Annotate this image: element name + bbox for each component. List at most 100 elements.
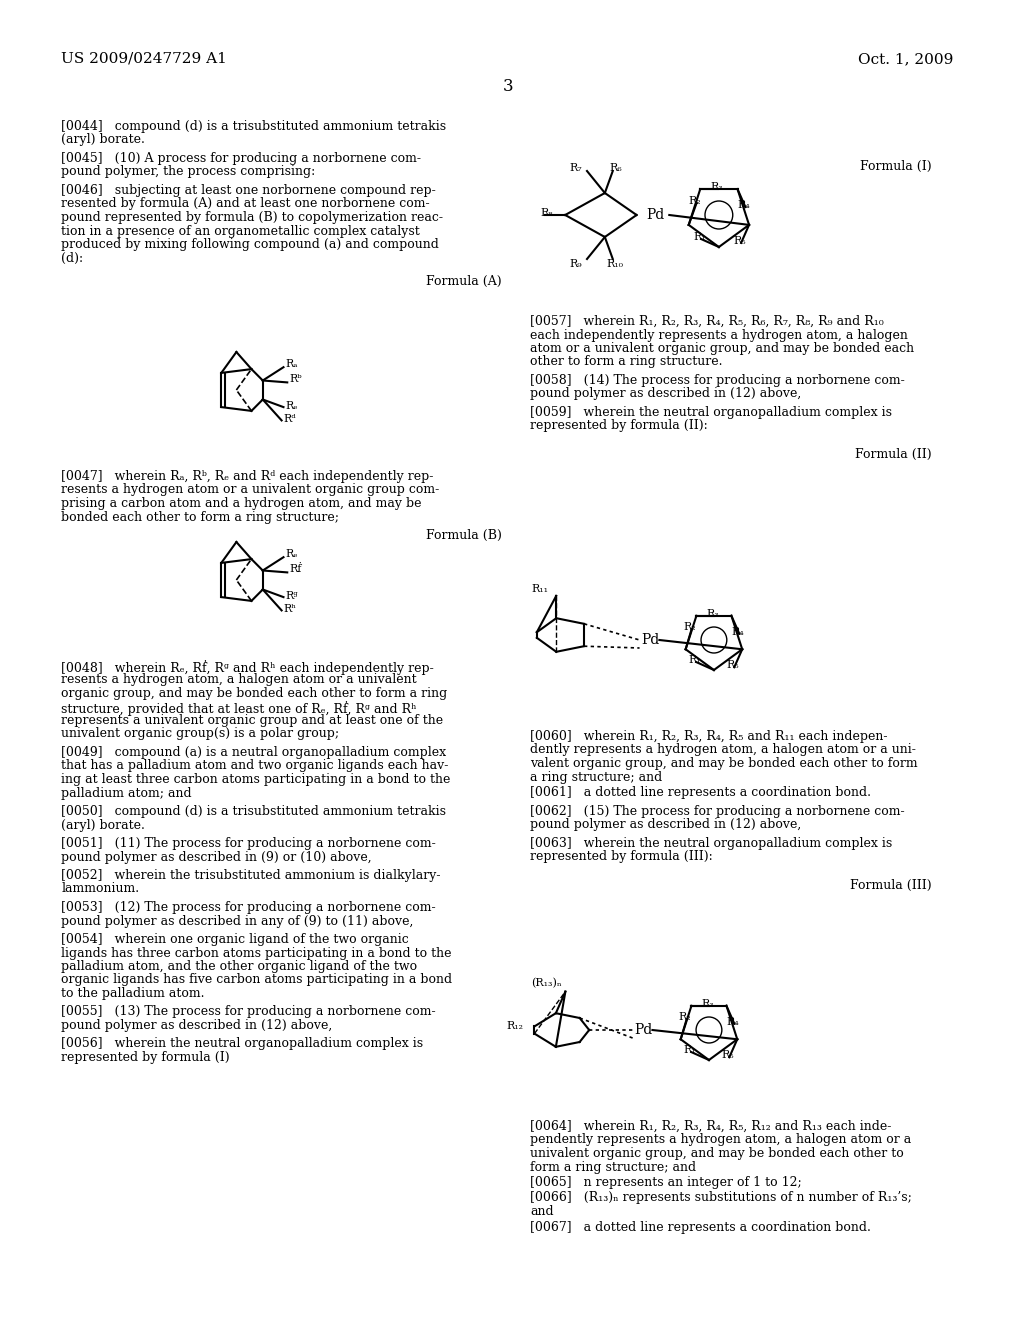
Text: univalent organic group, and may be bonded each other to: univalent organic group, and may be bond…	[530, 1147, 904, 1160]
Text: [0048]   wherein Rₑ, Rḟ, Rᵍ and Rʰ each independently rep-: [0048] wherein Rₑ, Rḟ, Rᵍ and Rʰ each in…	[61, 660, 434, 675]
Text: R₆: R₆	[610, 162, 623, 173]
Text: R₃: R₃	[710, 182, 723, 193]
Text: R₁₁: R₁₁	[531, 583, 549, 594]
Text: [0060]   wherein R₁, R₂, R₃, R₄, R₅ and R₁₁ each indepen-: [0060] wherein R₁, R₂, R₃, R₄, R₅ and R₁…	[530, 730, 888, 743]
Text: Rₑ: Rₑ	[286, 401, 298, 411]
Text: Formula (III): Formula (III)	[851, 879, 932, 891]
Text: Formula (A): Formula (A)	[426, 275, 502, 288]
Text: ligands has three carbon atoms participating in a bond to the: ligands has three carbon atoms participa…	[61, 946, 452, 960]
Text: [0053]   (12) The process for producing a norbornene com-: [0053] (12) The process for producing a …	[61, 902, 436, 913]
Text: ing at least three carbon atoms participating in a bond to the: ing at least three carbon atoms particip…	[61, 774, 451, 785]
Text: organic ligands has five carbon atoms participating in a bond: organic ligands has five carbon atoms pa…	[61, 974, 453, 986]
Text: [0064]   wherein R₁, R₂, R₃, R₄, R₅, R₁₂ and R₁₃ each inde-: [0064] wherein R₁, R₂, R₃, R₄, R₅, R₁₂ a…	[530, 1119, 892, 1133]
Text: [0051]   (11) The process for producing a norbornene com-: [0051] (11) The process for producing a …	[61, 837, 436, 850]
Text: and: and	[530, 1205, 554, 1218]
Text: R₅: R₅	[726, 660, 739, 671]
Text: [0066]   (R₁₃)ₙ represents substitutions of n number of R₁₃’s;: [0066] (R₁₃)ₙ represents substitutions o…	[530, 1192, 912, 1204]
Text: Pd: Pd	[641, 634, 659, 647]
Text: pound polymer as described in (12) above,: pound polymer as described in (12) above…	[530, 388, 802, 400]
Text: R₅: R₅	[721, 1051, 734, 1060]
Text: resents a hydrogen atom or a univalent organic group com-: resents a hydrogen atom or a univalent o…	[61, 483, 439, 496]
Text: represented by formula (III):: represented by formula (III):	[530, 850, 714, 863]
Text: [0059]   wherein the neutral organopalladium complex is: [0059] wherein the neutral organopalladi…	[530, 407, 893, 418]
Text: R₃: R₃	[701, 999, 714, 1008]
Text: represents a univalent organic group and at least one of the: represents a univalent organic group and…	[61, 714, 443, 727]
Text: valent organic group, and may be bonded each other to form: valent organic group, and may be bonded …	[530, 756, 919, 770]
Text: (R₁₃)ₙ: (R₁₃)ₙ	[530, 978, 561, 987]
Text: [0050]   compound (d) is a trisubstituted ammonium tetrakis: [0050] compound (d) is a trisubstituted …	[61, 805, 446, 818]
Text: [0057]   wherein R₁, R₂, R₃, R₄, R₅, R₆, R₇, R₈, R₉ and R₁₀: [0057] wherein R₁, R₂, R₃, R₄, R₅, R₆, R…	[530, 315, 885, 327]
Text: that has a palladium atom and two organic ligands each hav-: that has a palladium atom and two organi…	[61, 759, 449, 772]
Text: organic group, and may be bonded each other to form a ring: organic group, and may be bonded each ot…	[61, 686, 447, 700]
Text: Formula (II): Formula (II)	[855, 447, 932, 461]
Text: to the palladium atom.: to the palladium atom.	[61, 987, 205, 1001]
Text: univalent organic group(s) is a polar group;: univalent organic group(s) is a polar gr…	[61, 727, 340, 741]
Text: Rₑ: Rₑ	[286, 549, 298, 560]
Text: Formula (B): Formula (B)	[426, 529, 502, 543]
Text: Rᵇ: Rᵇ	[289, 375, 302, 384]
Text: pound represented by formula (B) to copolymerization reac-: pound represented by formula (B) to copo…	[61, 211, 443, 224]
Text: R₇: R₇	[569, 162, 582, 173]
Text: Rᵍ: Rᵍ	[286, 591, 298, 601]
Text: R₅: R₅	[733, 236, 745, 246]
Text: pound polymer, the process comprising:: pound polymer, the process comprising:	[61, 165, 315, 178]
Text: Rᵈ: Rᵈ	[284, 414, 296, 425]
Text: R₈: R₈	[541, 209, 553, 218]
Text: other to form a ring structure.: other to form a ring structure.	[530, 355, 723, 368]
Text: dently represents a hydrogen atom, a halogen atom or a uni-: dently represents a hydrogen atom, a hal…	[530, 743, 916, 756]
Text: R₁: R₁	[688, 655, 700, 665]
Text: Formula (I): Formula (I)	[860, 160, 932, 173]
Text: [0062]   (15) The process for producing a norbornene com-: [0062] (15) The process for producing a …	[530, 804, 905, 817]
Text: Rḟ: Rḟ	[289, 565, 302, 574]
Text: pendently represents a hydrogen atom, a halogen atom or a: pendently represents a hydrogen atom, a …	[530, 1134, 911, 1147]
Text: Pd: Pd	[635, 1023, 653, 1038]
Text: tion in a presence of an organometallic complex catalyst: tion in a presence of an organometallic …	[61, 224, 420, 238]
Text: R₂: R₂	[689, 195, 701, 206]
Text: R₁: R₁	[693, 232, 706, 242]
Text: form a ring structure; and: form a ring structure; and	[530, 1160, 696, 1173]
Text: [0044]   compound (d) is a trisubstituted ammonium tetrakis: [0044] compound (d) is a trisubstituted …	[61, 120, 446, 133]
Text: atom or a univalent organic group, and may be bonded each: atom or a univalent organic group, and m…	[530, 342, 914, 355]
Text: [0052]   wherein the trisubstituted ammonium is dialkylary-: [0052] wherein the trisubstituted ammoni…	[61, 869, 441, 882]
Text: R₁₀: R₁₀	[607, 259, 624, 269]
Text: R₃: R₃	[707, 609, 719, 619]
Text: (d):: (d):	[61, 252, 84, 264]
Text: R₂: R₂	[684, 622, 696, 632]
Text: prising a carbon atom and a hydrogen atom, and may be: prising a carbon atom and a hydrogen ato…	[61, 498, 422, 510]
Text: pound polymer as described in any of (9) to (11) above,: pound polymer as described in any of (9)…	[61, 915, 414, 928]
Text: (aryl) borate.: (aryl) borate.	[61, 133, 145, 147]
Text: pound polymer as described in (9) or (10) above,: pound polymer as described in (9) or (10…	[61, 850, 372, 863]
Text: resents a hydrogen atom, a halogen atom or a univalent: resents a hydrogen atom, a halogen atom …	[61, 673, 417, 686]
Text: structure, provided that at least one of Rₑ, Rḟ, Rᵍ and Rʰ: structure, provided that at least one of…	[61, 701, 417, 715]
Text: represented by formula (I): represented by formula (I)	[61, 1051, 230, 1064]
Text: each independently represents a hydrogen atom, a halogen: each independently represents a hydrogen…	[530, 329, 908, 342]
Text: Rₐ: Rₐ	[286, 359, 298, 370]
Text: produced by mixing following compound (a) and compound: produced by mixing following compound (a…	[61, 238, 439, 251]
Text: R₄: R₄	[737, 201, 751, 210]
Text: [0061]   a dotted line represents a coordination bond.: [0061] a dotted line represents a coordi…	[530, 785, 871, 799]
Text: [0055]   (13) The process for producing a norbornene com-: [0055] (13) The process for producing a …	[61, 1006, 436, 1019]
Text: a ring structure; and: a ring structure; and	[530, 771, 663, 784]
Text: [0049]   compound (a) is a neutral organopalladium complex: [0049] compound (a) is a neutral organop…	[61, 746, 446, 759]
Text: Oct. 1, 2009: Oct. 1, 2009	[858, 51, 954, 66]
Text: [0058]   (14) The process for producing a norbornene com-: [0058] (14) The process for producing a …	[530, 374, 905, 387]
Text: R₁₂: R₁₂	[507, 1022, 523, 1031]
Text: pound polymer as described in (12) above,: pound polymer as described in (12) above…	[530, 818, 802, 832]
Text: [0047]   wherein Rₐ, Rᵇ, Rₑ and Rᵈ each independently rep-: [0047] wherein Rₐ, Rᵇ, Rₑ and Rᵈ each in…	[61, 470, 434, 483]
Text: [0045]   (10) A process for producing a norbornene com-: [0045] (10) A process for producing a no…	[61, 152, 422, 165]
Text: palladium atom, and the other organic ligand of the two: palladium atom, and the other organic li…	[61, 960, 418, 973]
Text: [0054]   wherein one organic ligand of the two organic: [0054] wherein one organic ligand of the…	[61, 933, 410, 946]
Text: bonded each other to form a ring structure;: bonded each other to form a ring structu…	[61, 511, 340, 524]
Text: R₄: R₄	[731, 627, 744, 636]
Text: R₉: R₉	[569, 259, 582, 269]
Text: resented by formula (A) and at least one norbornene com-: resented by formula (A) and at least one…	[61, 198, 430, 210]
Text: [0046]   subjecting at least one norbornene compound rep-: [0046] subjecting at least one norbornen…	[61, 183, 436, 197]
Text: [0063]   wherein the neutral organopalladium complex is: [0063] wherein the neutral organopalladi…	[530, 837, 893, 850]
Text: [0065]   n represents an integer of 1 to 12;: [0065] n represents an integer of 1 to 1…	[530, 1176, 802, 1189]
Text: 3: 3	[503, 78, 513, 95]
Text: [0067]   a dotted line represents a coordination bond.: [0067] a dotted line represents a coordi…	[530, 1221, 871, 1233]
Text: Rʰ: Rʰ	[284, 605, 297, 614]
Text: R₄: R₄	[726, 1016, 739, 1027]
Text: R₂: R₂	[679, 1012, 691, 1022]
Text: [0056]   wherein the neutral organopalladium complex is: [0056] wherein the neutral organopalladi…	[61, 1038, 424, 1051]
